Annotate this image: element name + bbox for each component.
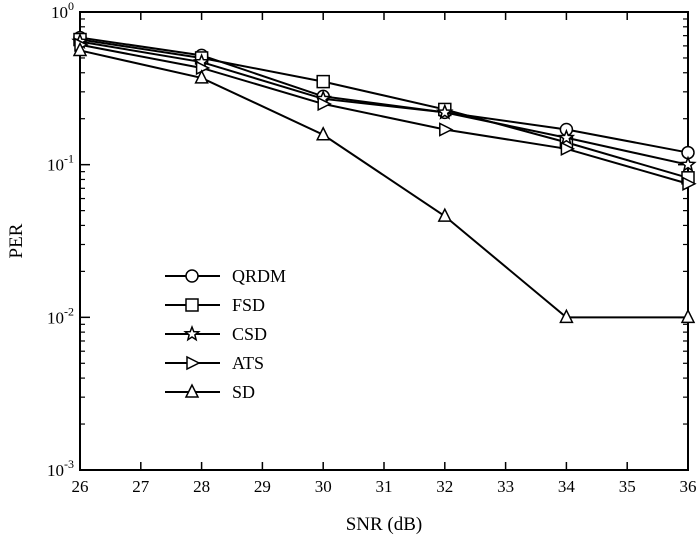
triangle-up-marker	[559, 308, 574, 324]
series-ats	[74, 37, 697, 191]
triangle-up-marker	[315, 126, 331, 141]
x-tick-label: 34	[558, 477, 576, 496]
legend-label: FSD	[232, 295, 265, 315]
plot-frame	[79, 11, 689, 471]
star-marker	[679, 155, 697, 172]
triangle-right-marker	[317, 96, 332, 112]
legend-item: SD	[165, 382, 255, 402]
x-tick-label: 29	[254, 477, 271, 496]
star-marker	[557, 128, 576, 146]
series-sd	[72, 41, 696, 324]
legend-label: SD	[232, 382, 255, 402]
x-tick-label: 26	[72, 477, 89, 496]
square-marker	[185, 298, 199, 312]
triangle-up-marker	[72, 41, 88, 57]
x-tick-label: 33	[497, 477, 514, 496]
triangle-up-marker	[437, 207, 453, 222]
triangle-up-marker	[184, 383, 200, 398]
x-tick-label: 32	[436, 477, 453, 496]
star-marker	[183, 324, 201, 342]
triangle-right-marker	[682, 176, 697, 191]
x-tick-label: 36	[680, 477, 697, 496]
y-tick-label: 100	[51, 0, 74, 22]
x-tick-label: 30	[315, 477, 332, 496]
x-tick-label: 28	[193, 477, 210, 496]
x-tick-label: 27	[132, 477, 150, 496]
x-tick-label: 35	[619, 477, 636, 496]
series-csd	[71, 32, 697, 172]
triangle-up-marker	[680, 308, 696, 324]
triangle-up-marker	[194, 69, 209, 84]
series-line	[79, 38, 689, 179]
triangle-right-marker	[195, 60, 211, 76]
triangle-right-marker	[186, 355, 201, 371]
square-marker	[316, 74, 330, 89]
legend-item: ATS	[165, 353, 264, 373]
y-tick-label: 10-2	[47, 304, 74, 327]
legend-label: ATS	[232, 353, 264, 373]
series-line	[79, 43, 689, 185]
triangle-right-marker	[439, 122, 454, 137]
y-tick-label: 10-3	[47, 457, 74, 480]
triangle-right-marker	[560, 141, 576, 157]
series-line	[79, 36, 689, 154]
legend-item: FSD	[165, 295, 265, 315]
legend-label: QRDM	[232, 266, 286, 286]
series-line	[79, 40, 689, 166]
legend-item: CSD	[165, 324, 267, 344]
x-tick-label: 31	[376, 477, 393, 496]
circle-marker	[185, 269, 199, 283]
y-tick-label: 10-1	[47, 152, 74, 175]
star-marker	[436, 103, 454, 120]
x-axis-label: SNR (dB)	[346, 514, 423, 535]
legend-label: CSD	[232, 324, 267, 344]
series-line	[79, 49, 688, 319]
y-axis-label: PER	[6, 223, 27, 258]
legend-item: QRDM	[165, 266, 286, 286]
